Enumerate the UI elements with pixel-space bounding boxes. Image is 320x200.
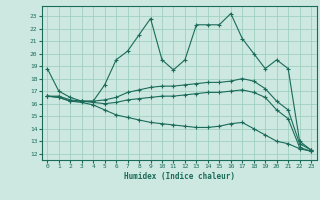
X-axis label: Humidex (Indice chaleur): Humidex (Indice chaleur) xyxy=(124,172,235,181)
